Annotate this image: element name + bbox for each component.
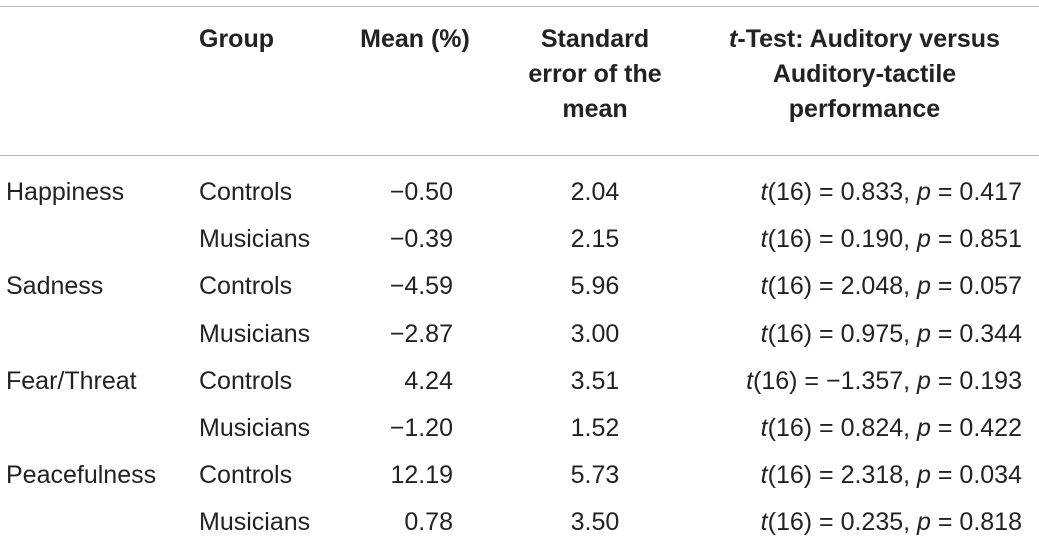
header-ttest-line1: t-Test: Auditory versus — [690, 22, 1039, 57]
group-cell: Musicians — [199, 319, 311, 348]
ttest-p-symbol: p — [917, 319, 931, 348]
table-row: Happiness Controls −0.50 2.04 t(16) = 0.833,… — [0, 169, 1039, 216]
table-row: Musicians −0.39 2.15 t(16) = 0.190, p = 0.8… — [0, 216, 1039, 263]
header-sem-line1: Standard — [540, 25, 650, 53]
sem-cell: 3.50 — [570, 508, 620, 537]
header-group-label: Group — [199, 25, 274, 53]
mean-cell: −0.50 — [389, 178, 453, 206]
emotion-cell: Peacefulness — [6, 461, 157, 490]
ttest-p-value: = 0.851 — [930, 225, 1022, 254]
ttest-cell: t(16) = 2.048, p = 0.057 — [640, 263, 1022, 310]
header-mean: Mean (%) — [330, 22, 500, 57]
header-ttest-line2: Auditory-tactile — [772, 60, 957, 88]
mean-cell: 12.19 — [390, 461, 453, 490]
header-sem-line2: error of the — [528, 60, 662, 88]
ttest-cell: t(16) = −1.357, p = 0.193 — [640, 358, 1022, 405]
ttest-cell: t(16) = 2.318, p = 0.034 — [640, 452, 1022, 499]
ttest-statistic: (16) = 0.190, — [767, 225, 918, 254]
table-row: Fear/Threat Controls 4.24 3.51 t(16) = −1.35… — [0, 358, 1039, 405]
ttest-statistic: (16) = 0.824, — [767, 414, 918, 442]
group-cell: Musicians — [199, 508, 311, 537]
ttest-t-symbol: t — [760, 414, 768, 442]
sem-cell: 2.04 — [570, 178, 620, 206]
group-cell: Controls — [199, 272, 293, 301]
mean-cell: 4.24 — [404, 366, 453, 395]
table-row: Musicians −2.87 3.00 t(16) = 0.975, p = 0.3… — [0, 311, 1039, 358]
ttest-p-value: = 0.057 — [930, 272, 1022, 301]
ttest-p-symbol: p — [917, 366, 931, 395]
header-ttest-line3: performance — [788, 95, 941, 123]
ttest-p-symbol: p — [917, 414, 931, 442]
mean-cell: −0.39 — [389, 225, 453, 254]
header-group: Group — [199, 22, 319, 57]
ttest-p-symbol: p — [917, 272, 931, 301]
sem-cell: 5.96 — [570, 272, 620, 301]
ttest-t-symbol: t — [760, 319, 768, 348]
header-mean-label: Mean (%) — [360, 25, 470, 53]
ttest-p-symbol: p — [917, 461, 931, 490]
ttest-t-symbol: t — [760, 272, 768, 301]
ttest-t-symbol: t — [760, 461, 768, 490]
ttest-t-symbol: t — [760, 508, 768, 537]
mean-cell: −1.20 — [389, 414, 453, 442]
sem-cell: 2.15 — [570, 225, 620, 254]
group-cell: Musicians — [199, 414, 311, 442]
ttest-statistic: (16) = 2.318, — [767, 461, 918, 490]
group-cell: Controls — [199, 178, 293, 206]
ttest-p-symbol: p — [917, 178, 931, 206]
ttest-p-value: = 0.344 — [930, 319, 1022, 348]
sem-cell: 3.51 — [570, 366, 620, 395]
ttest-statistic: (16) = 2.048, — [767, 272, 918, 301]
ttest-cell: t(16) = 0.235, p = 0.818 — [640, 499, 1022, 546]
emotion-cell: Fear/Threat — [6, 366, 137, 395]
ttest-p-value: = 0.422 — [930, 414, 1022, 442]
group-cell: Musicians — [199, 225, 311, 254]
table-row: Sadness Controls −4.59 5.96 t(16) = 2.048, p… — [0, 263, 1039, 310]
ttest-statistic: (16) = 0.975, — [767, 319, 918, 348]
ttest-cell: t(16) = 0.190, p = 0.851 — [640, 216, 1022, 263]
sem-cell: 1.52 — [570, 414, 620, 442]
header-sem: Standard error of the mean — [500, 22, 690, 127]
ttest-t-symbol: t — [746, 366, 754, 395]
header-sem-line3: mean — [562, 95, 628, 123]
ttest-p-value: = 0.417 — [930, 178, 1022, 206]
ttest-statistic: (16) = 0.833, — [767, 178, 918, 206]
mean-cell: −4.59 — [389, 272, 453, 301]
ttest-statistic: (16) = −1.357, — [753, 366, 918, 395]
ttest-t-symbol: t — [760, 225, 768, 254]
table-row: Musicians 0.78 3.50 t(16) = 0.235, p = 0.81… — [0, 499, 1039, 546]
group-cell: Controls — [199, 366, 293, 395]
header-ttest: t-Test: Auditory versus Auditory-tactile… — [690, 22, 1039, 127]
ttest-statistic: (16) = 0.235, — [767, 508, 918, 537]
ttest-cell: t(16) = 0.833, p = 0.417 — [640, 169, 1022, 216]
table-row: Peacefulness Controls 12.19 5.73 t(16) = 2.3… — [0, 452, 1039, 499]
table-row: Musicians −1.20 1.52 t(16) = 0.824, p = 0.4… — [0, 405, 1039, 452]
mean-cell: 0.78 — [404, 508, 453, 537]
ttest-t-symbol: t — [760, 178, 768, 206]
mean-cell: −2.87 — [389, 319, 453, 348]
emotion-cell: Happiness — [6, 178, 125, 206]
ttest-cell: t(16) = 0.975, p = 0.344 — [640, 311, 1022, 358]
header-bottom-rule — [0, 155, 1039, 156]
ttest-p-value: = 0.034 — [930, 461, 1022, 490]
ttest-p-symbol: p — [917, 225, 931, 254]
ttest-p-value: = 0.818 — [930, 508, 1022, 537]
ttest-p-value: = 0.193 — [930, 366, 1022, 395]
sem-cell: 5.73 — [570, 461, 620, 490]
header-ttest-t: t — [729, 25, 738, 53]
ttest-p-symbol: p — [917, 508, 931, 537]
sem-cell: 3.00 — [570, 319, 620, 348]
group-cell: Controls — [199, 461, 293, 490]
emotion-cell: Sadness — [6, 272, 104, 301]
ttest-cell: t(16) = 0.824, p = 0.422 — [640, 405, 1022, 452]
header-ttest-line1-rest: -Test: Auditory versus — [737, 25, 1000, 53]
table-top-rule — [0, 6, 1039, 7]
